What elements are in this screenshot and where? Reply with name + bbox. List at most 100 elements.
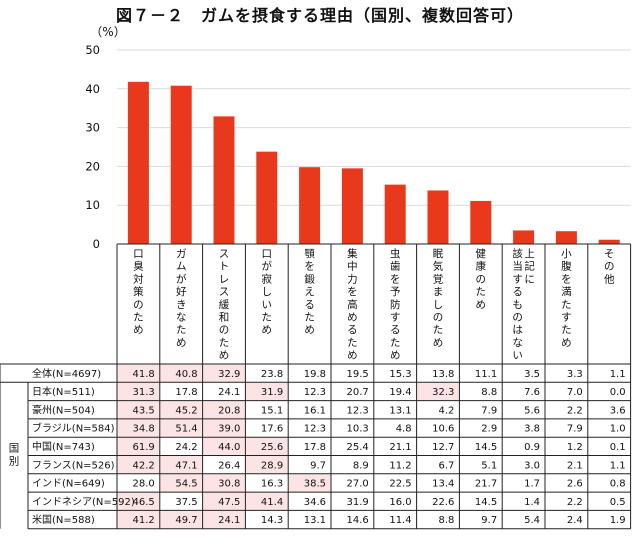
highlight-cell: [245, 456, 288, 474]
category-label-char: め: [304, 324, 315, 336]
category-label-char: の: [604, 261, 615, 273]
table-value: 17.6: [261, 424, 283, 435]
table-value: 5.1: [481, 460, 497, 471]
category-label-char: の: [476, 273, 487, 285]
table-value: 2.2: [567, 405, 583, 416]
category-label-char: め: [176, 337, 187, 349]
category-label-char: め: [476, 299, 487, 311]
category-label-char: レ: [219, 273, 230, 285]
table-value: 27.0: [347, 479, 369, 490]
row-label: 中国(N=743): [32, 440, 95, 453]
category-label-char: 策: [133, 285, 144, 298]
table-value: 54.5: [175, 479, 197, 490]
category-label-char: の: [219, 324, 230, 336]
category-label-char: 高: [347, 298, 358, 311]
category-label-char: し: [433, 299, 444, 311]
table-value: 11.2: [389, 460, 411, 471]
table-value: 25.6: [261, 442, 283, 453]
table-value: 12.3: [304, 387, 326, 398]
y-tick-label: 20: [85, 159, 100, 173]
category-label-char: 中: [347, 260, 358, 273]
table-value: 38.5: [304, 479, 326, 490]
table-value: 1.1: [610, 369, 626, 380]
category-label-char: し: [262, 286, 273, 298]
table-value: 13.1: [304, 515, 326, 526]
category-label-char: る: [512, 286, 523, 298]
category-label-char: め: [262, 324, 273, 336]
table-value: 21.7: [475, 479, 497, 490]
table-value: 42.2: [133, 460, 155, 471]
bar-5: [299, 167, 321, 244]
category-label-char: 小: [561, 248, 572, 260]
table-value: 13.8: [432, 369, 454, 380]
category-label-char: ガ: [176, 248, 187, 260]
category-label-char: 該: [512, 247, 523, 260]
table-value: 7.9: [567, 424, 583, 435]
table-value: 2.9: [481, 424, 497, 435]
highlight-cell: [117, 492, 160, 510]
category-label-char: た: [304, 312, 315, 324]
table-value: 1.7: [524, 479, 540, 490]
category-label-char: 対: [133, 272, 144, 285]
category-label-char: 臭: [133, 260, 144, 273]
category-label-char: め: [433, 337, 444, 349]
table-value: 0.8: [610, 479, 626, 490]
table-value: 12.3: [304, 424, 326, 435]
category-label-char: た: [433, 324, 444, 336]
table-value: 1.2: [567, 442, 583, 453]
highlight-cell: [117, 382, 160, 401]
table-value: 40.8: [175, 369, 197, 380]
category-label-char: た: [219, 337, 230, 349]
category-label-char: 鍛: [304, 272, 315, 285]
bar-4: [256, 151, 278, 244]
category-label-char: の: [433, 312, 444, 324]
category-label-char: 虫: [390, 248, 401, 260]
table-value: 16.1: [304, 405, 326, 416]
table-value: 17.8: [304, 442, 326, 453]
table-value: 32.3: [432, 387, 454, 398]
bar-11: [555, 231, 577, 244]
category-label-char: ス: [219, 248, 230, 260]
table-value: 2.6: [567, 479, 583, 490]
category-label-char: た: [561, 299, 572, 311]
table-value: 32.9: [218, 369, 240, 380]
category-label-char: 歯: [390, 260, 401, 273]
table-value: 24.1: [218, 387, 240, 398]
table-value: 8.8: [481, 387, 497, 398]
category-label-char: 緩: [219, 298, 230, 311]
category-label-char: る: [390, 324, 401, 336]
table-value: 1.9: [610, 515, 626, 526]
table-value: 41.8: [133, 369, 155, 380]
category-label-char: の: [512, 312, 523, 324]
category-label-char: き: [176, 299, 187, 311]
table-value: 28.9: [261, 460, 283, 471]
category-label-char: 集: [347, 247, 358, 260]
category-label-char: た: [347, 337, 358, 349]
category-label-char: る: [304, 299, 315, 311]
table-value: 16.0: [389, 497, 411, 508]
category-label-char: め: [390, 350, 401, 362]
table-value: 46.5: [133, 497, 155, 508]
highlight-cell: [117, 437, 160, 455]
category-label-char: ト: [219, 261, 230, 273]
table-value: 37.5: [175, 497, 197, 508]
highlight-cell: [203, 510, 245, 529]
table-value: 30.8: [218, 479, 240, 490]
bar-2: [170, 85, 192, 244]
category-label-char: を: [347, 286, 358, 298]
highlight-cell: [417, 382, 459, 401]
highlight-cell: [288, 474, 331, 492]
table-value: 47.5: [218, 497, 240, 508]
category-label-char: め: [133, 324, 144, 336]
bar-8: [427, 190, 449, 244]
table-value: 14.5: [475, 442, 497, 453]
table-value: 12.7: [432, 442, 454, 453]
table-value: 3.0: [524, 460, 540, 471]
category-label-char: 上: [524, 248, 535, 260]
y-tick-label: 0: [93, 237, 100, 251]
table-value: 31.9: [261, 387, 283, 398]
category-label-char: め: [219, 350, 230, 362]
y-tick-label: 10: [85, 198, 100, 212]
table-value: 3.5: [524, 369, 540, 380]
